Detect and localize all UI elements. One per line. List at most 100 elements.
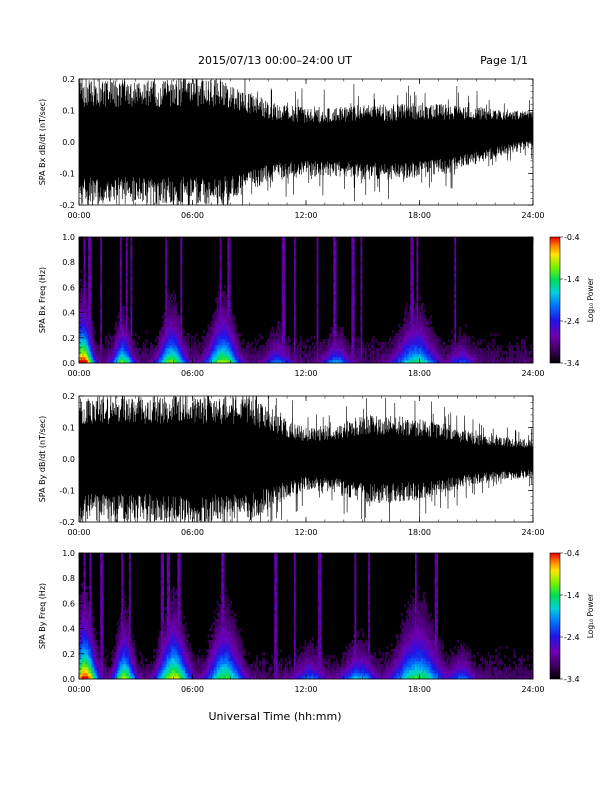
spectrogram-cell xyxy=(85,300,87,304)
spectrogram-cell xyxy=(316,252,319,256)
spectrogram-cell xyxy=(404,321,407,325)
spectrogram-cell xyxy=(351,342,354,346)
spectrogram-cell xyxy=(216,318,219,322)
spectrogram-cell xyxy=(225,318,228,322)
spectrogram-cell xyxy=(231,324,234,328)
spectrogram-cell xyxy=(221,345,224,349)
spectrogram-cell xyxy=(336,342,339,346)
spectrogram-cell xyxy=(219,276,222,280)
spectrogram-cell xyxy=(213,330,216,334)
spectrogram-cell xyxy=(517,357,520,361)
spectrogram-cell xyxy=(424,336,426,340)
spectrogram-cell xyxy=(351,279,354,283)
spectrogram-cell xyxy=(225,345,228,349)
spectrogram-cell xyxy=(169,309,172,313)
spectrogram-cell xyxy=(392,345,395,349)
spectrogram-cell xyxy=(113,670,116,674)
spectrogram-cell xyxy=(519,360,522,364)
spectrogram-cell xyxy=(352,321,355,325)
spectrogram-cell xyxy=(119,357,122,361)
spectrogram-cell xyxy=(89,559,92,563)
spectrogram-cell xyxy=(404,339,407,343)
spectrogram-cell xyxy=(165,249,168,253)
spectrogram-cell xyxy=(79,613,81,617)
spectrogram-cell xyxy=(216,348,219,352)
spectrogram-cell xyxy=(437,357,440,361)
spectrogram-cell xyxy=(127,670,130,674)
spectrogram-cell xyxy=(85,667,87,671)
spectrogram-cell xyxy=(328,336,331,340)
spectrogram-cell xyxy=(124,351,127,355)
spectrogram-cell xyxy=(109,670,112,674)
spectrogram-cell xyxy=(433,351,435,355)
spectrogram-cell xyxy=(169,354,172,358)
spectrogram-cell xyxy=(119,294,122,298)
spectrogram-cell xyxy=(133,676,136,680)
spectrogram-cell xyxy=(174,336,177,340)
spectrogram-cell xyxy=(461,357,464,361)
spectrogram-cell xyxy=(133,661,136,665)
spectrogram-cell xyxy=(316,273,319,277)
spectrogram-cell xyxy=(454,246,457,250)
spectrogram-cell xyxy=(116,676,119,680)
spectrogram-cell xyxy=(174,330,177,334)
spectrogram-cell xyxy=(301,351,304,355)
x-tick-label: 06:00 xyxy=(181,528,204,537)
spectrogram-cell xyxy=(411,255,414,259)
spectrogram-cell xyxy=(225,297,228,301)
spectrogram-cell xyxy=(262,336,264,340)
spectrogram-cell xyxy=(458,333,461,337)
spectrogram-cell xyxy=(80,327,83,331)
spectrogram-cell xyxy=(466,357,469,361)
spectrogram-cell xyxy=(80,673,83,677)
spectrogram-cell xyxy=(91,610,93,614)
spectrogram-cell xyxy=(424,339,426,343)
spectrogram-cell xyxy=(122,625,125,629)
spectrogram-cell xyxy=(171,309,174,313)
spectrogram-cell xyxy=(181,333,184,337)
spectrogram-cell xyxy=(395,339,398,343)
spectrogram-cell xyxy=(121,646,124,650)
spectrogram-cell xyxy=(372,354,375,358)
spectrogram-cell xyxy=(89,264,92,268)
spectrogram-cell xyxy=(86,631,89,635)
spectrogram-cell xyxy=(277,333,280,337)
spectrogram-cell xyxy=(283,300,286,304)
spectrogram-cell xyxy=(174,327,177,331)
spectrogram-cell xyxy=(336,339,339,343)
spectrogram-cell xyxy=(455,357,458,361)
spectrogram-cell xyxy=(221,306,224,310)
spectrogram-cell xyxy=(381,354,384,358)
spectrogram-cell xyxy=(89,336,92,340)
spectrogram-cell xyxy=(477,342,479,346)
spectrogram-cell xyxy=(233,318,236,322)
spectrogram-cell xyxy=(425,330,428,334)
spectrogram-cell xyxy=(131,357,134,361)
spectrogram-cell xyxy=(151,673,154,677)
spectrogram-cell xyxy=(89,273,92,277)
spectrogram-cell xyxy=(302,354,305,358)
spectrogram-cell xyxy=(88,294,90,298)
spectrogram-cell xyxy=(80,339,83,343)
spectrogram-cell xyxy=(416,330,419,334)
spectrogram-cell xyxy=(262,351,264,355)
spectrogram-cell xyxy=(277,345,280,349)
spectrogram-cell xyxy=(97,354,99,358)
spectrogram-cell xyxy=(396,351,399,355)
spectrogram-cell xyxy=(281,258,284,262)
spectrogram-cell xyxy=(125,333,128,337)
spectrogram-cell xyxy=(280,354,283,358)
spectrogram-cell xyxy=(470,348,473,352)
spectrogram-cell xyxy=(467,336,470,340)
spectrogram-cell xyxy=(112,661,115,665)
spectrogram-cell xyxy=(499,348,502,352)
spectrogram-cell xyxy=(425,357,428,361)
spectrogram-cell xyxy=(166,321,169,325)
spectrogram-cell xyxy=(92,348,95,352)
spectrogram-cell xyxy=(281,267,284,271)
spectrogram-cell xyxy=(88,625,90,629)
spectrogram-cell xyxy=(405,348,408,352)
spectrogram-cell xyxy=(128,333,131,337)
spectrogram-cell xyxy=(405,318,408,322)
spectrogram-cell xyxy=(219,354,222,358)
